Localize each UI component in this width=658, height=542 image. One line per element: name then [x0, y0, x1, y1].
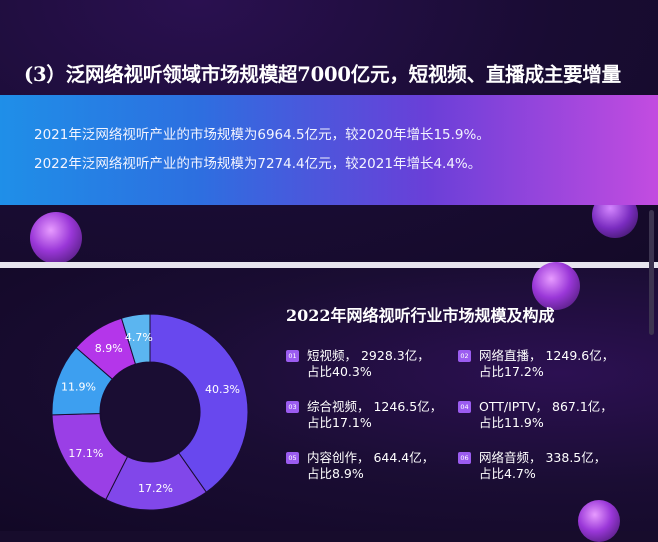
summary-line-2021: 2021年泛网络视听产业的市场规模为6964.5亿元，较2020年增长15.9%… [34, 127, 490, 143]
donut-slice-online-audio [120, 313, 151, 365]
slice-label-content-creation: 8.9% [95, 342, 123, 355]
slice-label-comprehensive-video: 17.1% [68, 447, 103, 460]
legend-label: OTT/IPTV， 867.1亿， 占比11.9% [479, 399, 613, 430]
legend-label: 网络直播， 1249.6亿， 占比17.2% [479, 348, 615, 379]
legend-label: 内容创作， 644.4亿， 占比8.9% [307, 450, 435, 481]
legend-number-badge: 06 [458, 452, 471, 464]
legend-number-badge: 02 [458, 350, 471, 362]
decorative-orb [532, 262, 580, 310]
summary-banner [0, 95, 658, 205]
legend-number-badge: 04 [458, 401, 471, 413]
legend-number-badge: 01 [286, 350, 299, 362]
slice-label-ott-iptv: 11.9% [61, 380, 96, 393]
summary-line-2022: 2022年泛网络视听产业的市场规模为7274.4亿元，较2021年增长4.4%。 [34, 156, 482, 172]
legend-label: 网络音频， 338.5亿， 占比4.7% [479, 450, 607, 481]
legend-number-badge: 05 [286, 452, 299, 464]
legend-label: 短视频， 2928.3亿， 占比40.3% [307, 348, 430, 379]
decorative-orb [30, 212, 82, 264]
slice-label-short-video: 40.3% [205, 383, 240, 396]
donut-chart: 40.3% 17.2% 17.1% 11.9% 8.9%4.7% [51, 313, 249, 511]
donut-hole [101, 363, 199, 461]
page-heading: (3）泛网络视听领域市场规模超7000亿元，短视频、直播成主要增量 [24, 63, 621, 86]
chart-title: 2022年网络视听行业市场规模及构成 [286, 306, 555, 325]
scrollbar[interactable] [649, 210, 654, 335]
donut-slice-short-video [149, 313, 249, 493]
section-divider [0, 262, 658, 268]
slice-label-online-audio: 4.7% [125, 331, 153, 344]
slice-label-live-streaming: 17.2% [138, 482, 173, 495]
legend-number-badge: 03 [286, 401, 299, 413]
legend-label: 综合视频， 1246.5亿， 占比17.1% [307, 399, 443, 430]
